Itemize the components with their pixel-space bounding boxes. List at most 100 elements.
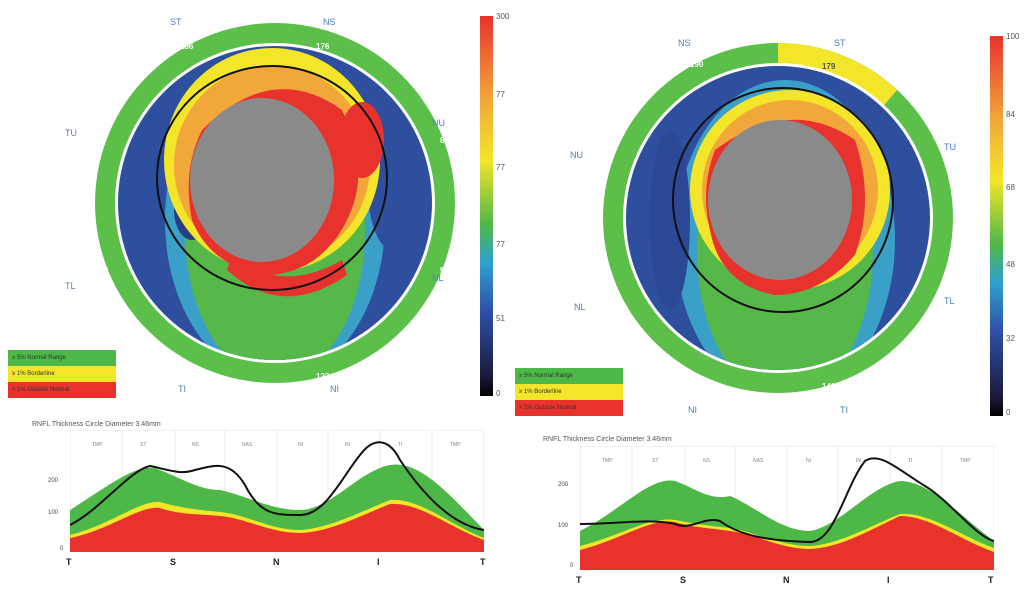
right-xtick-t1: T	[576, 575, 582, 585]
left-graph-title: RNFL Thickness Circle Diameter 3.46mm	[32, 421, 161, 428]
left-ring-mid-right: 88	[440, 136, 449, 145]
left-xtick-i: I	[377, 557, 380, 567]
right-ring-top-left: 190	[690, 60, 704, 69]
left-seg-5: IN	[345, 442, 350, 448]
left-ytick-100: 100	[48, 510, 59, 516]
left-ring-mid-left: 91	[95, 136, 104, 145]
left-ring-top-left: 186	[180, 42, 194, 51]
left-tsnit-graph	[70, 430, 484, 552]
right-ring-bot-right: 140	[822, 382, 836, 391]
right-colorbar	[990, 36, 1003, 416]
left-xtick-s: S	[170, 557, 177, 567]
left-xtick-n: N	[273, 557, 280, 567]
left-seg-4: NI	[298, 442, 303, 448]
right-ytick-0: 0	[570, 563, 574, 569]
right-disc	[708, 120, 852, 280]
left-colorbar-tick-4: 51	[496, 314, 505, 323]
legend-normal: ≥ 5% Normal Range	[8, 350, 116, 366]
right-xtick-i: I	[887, 575, 890, 585]
right-ytick-200: 200	[558, 482, 569, 488]
right-ring-mid-left: 91	[604, 155, 613, 164]
left-seg-0: TMP	[92, 442, 103, 448]
right-ytick-100: 100	[558, 523, 569, 529]
right-xtick-t2: T	[988, 575, 994, 585]
legend-borderline: ≥ 1% Borderline	[8, 366, 116, 382]
right-ring-low-right: 71	[944, 285, 953, 294]
right-seg-5: IN	[856, 458, 861, 464]
right-colorbar-tick-0: 100	[1006, 32, 1020, 41]
left-label-tl: TL	[65, 281, 76, 291]
left-colorbar-tick-5: 0	[496, 389, 501, 398]
left-ring-bot-left: 91	[185, 372, 194, 381]
left-ring-low-left: 120	[95, 266, 109, 275]
right-colorbar-tick-5: 0	[1006, 408, 1011, 417]
left-ytick-0: 0	[60, 546, 64, 552]
right-label-nl: NL	[574, 302, 586, 312]
right-outside-band	[580, 516, 994, 570]
left-colorbar-tick-3: 77	[496, 240, 505, 249]
legend-normal: ≥ 5% Normal Range	[515, 368, 623, 384]
right-colorbar-tick-2: 68	[1006, 183, 1015, 192]
left-label-st: ST	[170, 17, 182, 27]
right-seg-2: NS	[703, 458, 710, 464]
right-graph-title: RNFL Thickness Circle Diameter 3.46mm	[543, 436, 672, 443]
right-seg-4: NI	[806, 458, 811, 464]
left-label-ni: NI	[330, 384, 339, 394]
right-seg-6: TI	[908, 458, 913, 464]
left-colorbar-tick-2: 77	[496, 163, 505, 172]
legend-borderline: ≥ 1% Borderline	[515, 384, 623, 400]
right-thickness-map	[603, 43, 953, 393]
right-ring-mid-right: 56	[944, 155, 953, 164]
right-xtick-s: S	[680, 575, 687, 585]
right-label-nu: NU	[570, 150, 583, 160]
right-colorbar-tick-3: 48	[1006, 260, 1015, 269]
right-xtick-n: N	[783, 575, 790, 585]
left-disc	[190, 98, 334, 262]
left-label-tu: TU	[65, 128, 77, 138]
right-label-st: ST	[834, 38, 846, 48]
left-ring-low-right: 91	[440, 266, 449, 275]
left-outside-band	[70, 503, 484, 552]
right-tsnit-graph	[580, 446, 994, 570]
right-label-ti: TI	[840, 405, 848, 415]
right-ring-bot-left: 123	[698, 382, 712, 391]
left-thickness-map	[95, 23, 455, 383]
right-seg-0: TMP	[602, 458, 613, 464]
left-ring-top-right: 176	[316, 42, 330, 51]
right-legend: ≥ 5% Normal Range ≥ 1% Borderline < 1% O…	[515, 368, 623, 416]
right-label-ns: NS	[678, 38, 691, 48]
right-seg-7: TMP	[960, 458, 971, 464]
right-label-tu: TU	[944, 142, 956, 152]
right-ring-low-left: 73	[604, 285, 613, 294]
right-label-ni: NI	[688, 405, 697, 415]
left-colorbar-tick-0: 300	[496, 12, 510, 21]
right-label-tl: TL	[944, 296, 955, 306]
left-label-nu: NU	[432, 118, 445, 128]
right-colorbar-tick-1: 84	[1006, 110, 1015, 119]
right-measure-circle	[672, 87, 894, 313]
left-seg-3: NAS	[242, 442, 253, 448]
left-xtick-t2: T	[480, 557, 486, 567]
right-measured-line	[580, 457, 994, 544]
left-ytick-200: 200	[48, 478, 59, 484]
left-colorbar-tick-1: 77	[496, 90, 505, 99]
left-ring-bot-right: 123	[316, 372, 330, 381]
left-measured-line	[70, 441, 484, 531]
left-seg-7: TMP	[450, 442, 461, 448]
left-label-ns: NS	[323, 17, 336, 27]
left-xtick-t1: T	[66, 557, 72, 567]
left-seg-1: ST	[140, 442, 147, 448]
left-colorbar	[480, 16, 493, 396]
left-legend: ≥ 5% Normal Range ≥ 1% Borderline < 1% O…	[8, 350, 116, 398]
right-colorbar-tick-4: 32	[1006, 334, 1015, 343]
left-seg-2: NS	[192, 442, 199, 448]
left-measure-circle	[156, 65, 388, 291]
left-label-ti: TI	[178, 384, 186, 394]
right-ring-top-right: 179	[822, 62, 836, 71]
legend-outside: < 1% Outside Normal	[8, 382, 116, 398]
right-seg-1: ST	[652, 458, 659, 464]
left-label-nl: NL	[432, 273, 444, 283]
left-seg-6: TI	[398, 442, 403, 448]
legend-outside: < 1% Outside Normal	[515, 400, 623, 416]
right-seg-3: NAS	[753, 458, 764, 464]
